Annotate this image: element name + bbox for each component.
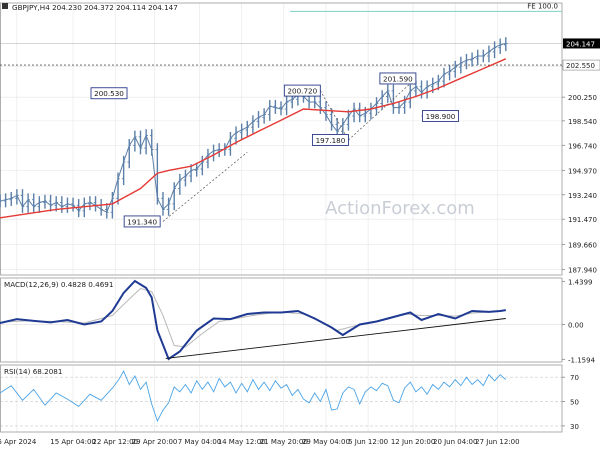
price-panel-frame [0,2,563,276]
rsi-line [0,370,507,423]
annotation-label: 200.530 [94,89,124,98]
macd-main-line [0,279,506,361]
macd-signal-line [0,287,506,348]
support-level-box [562,59,600,71]
macd-trendline [165,318,506,359]
x-tick-label: 29 May 04:00 [302,438,350,446]
wave-guide-line [320,90,349,141]
macd-y-tick-label: 1.4399 [568,278,593,286]
macd-y-tick-label: -1.1594 [568,356,596,364]
x-tick-label: 21 May 20:00 [260,438,308,446]
rsi-y-tick-label: 50 [570,399,579,407]
annotation-box [379,72,417,85]
price-y-tick-label: 187.940 [568,266,597,274]
annotation-label: 201.590 [383,74,413,83]
price-y-tick-label: 196.740 [568,142,597,150]
price-y-tick-label: 194.970 [568,167,597,175]
rsi-y-tick-label: 70 [570,374,579,382]
annotation-label: 198.900 [426,112,456,121]
price-y-tick-label: 200.250 [568,94,597,102]
x-tick-label: 29 Apr 20:00 [132,438,178,446]
price-y-tick-label: 191.470 [568,216,597,224]
x-tick-label: 20 Jun 04:00 [433,438,477,446]
x-tick-label: 14 May 12:00 [218,438,266,446]
annotation-box [311,134,349,146]
annotation-label: 200.720 [287,87,317,96]
last-price-box [563,38,600,49]
price-y-tick-label: 189.660 [568,241,597,249]
rsi-y-tick-label: 30 [570,423,579,431]
rsi-label: RSI(14) 68.2081 [4,367,62,376]
x-tick-label: 7 May 04:00 [178,438,222,446]
x-tick-label: 12 Jun 20:00 [391,438,435,446]
last-price-label: 204.147 [566,40,595,48]
annotation-label: 191.340 [127,217,157,226]
macd-panel-frame [0,277,563,363]
support-level-label: 202.550 [566,62,595,70]
annotation-box [90,87,128,100]
x-tick-label: 5 Apr 2024 [0,438,37,446]
price-y-tick-label: 198.540 [568,118,597,126]
x-tick-label: 15 Apr 04:00 [50,438,96,446]
moving-average-line [0,58,507,219]
chart-header: GBPJPY,H4 204.230 204.372 204.114 204.14… [12,3,178,12]
annotation-box [422,110,459,122]
x-tick-label: 22 Apr 12:00 [92,438,138,446]
macd-y-tick-label: 0.00 [568,322,584,330]
macd-label: MACD(12,26,9) 0.4828 0.4691 [4,280,113,289]
annotation-box [123,215,161,228]
symbol-icon [2,3,8,9]
annotation-box [283,84,321,97]
price-y-tick-label: 193.240 [568,192,597,200]
watermark-text: ActionForex.com [325,198,475,219]
rsi-panel-frame [0,364,563,433]
x-tick-label: 5 Jun 12:00 [348,438,388,446]
wave-guide-line [348,78,417,141]
fe-label: FE 100.0 [527,2,558,10]
x-tick-label: 27 Jun 12:00 [475,438,519,446]
annotation-label: 197.180 [316,136,346,145]
price-series-line [0,43,506,213]
